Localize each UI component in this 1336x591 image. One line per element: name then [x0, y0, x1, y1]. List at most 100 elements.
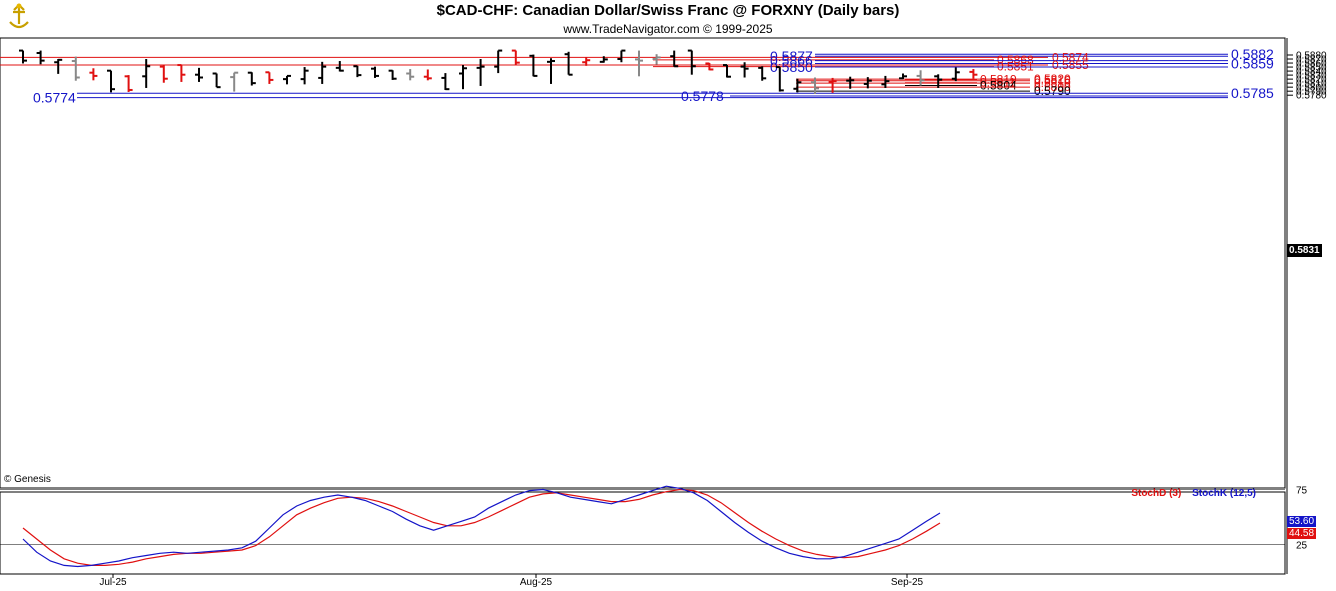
ohlc-bar — [775, 66, 784, 92]
ohlc-bar — [863, 77, 872, 89]
ohlc-bar — [617, 49, 626, 63]
price-tick-label: 0.5860 — [1296, 59, 1327, 70]
date-tick-label: Aug-25 — [520, 577, 553, 588]
stochastic-tick-label: 75 — [1296, 486, 1308, 497]
stochD-legend: StochD (3) — [1131, 488, 1182, 499]
stochastic-pane: 75 25 — [0, 486, 1308, 575]
level-label-0.5800: 0.5800 — [1034, 80, 1071, 94]
ohlc-bar — [212, 72, 221, 89]
ohlc-bar — [195, 67, 203, 82]
ohlc-bar — [494, 49, 503, 74]
ohlc-bar — [371, 66, 379, 78]
level-label-0.5790: 0.5790 — [1034, 84, 1071, 98]
indicator-legend: StochD (3) StochK (12,5) — [1123, 488, 1256, 499]
ohlc-bar — [36, 50, 45, 65]
ohlc-bar — [670, 50, 679, 68]
ohlc-bar — [547, 58, 555, 84]
level-label-0.5785: 0.5785 — [1231, 85, 1274, 101]
ohlc-bar — [265, 71, 274, 84]
ohlc-bar — [687, 49, 696, 75]
ohlc-bar — [899, 73, 907, 80]
stochK-line — [22, 485, 941, 568]
ohlc-bar — [441, 73, 450, 91]
ohlc-bar — [89, 68, 98, 81]
ohlc-bar — [951, 67, 960, 82]
ohlc-bar — [388, 69, 397, 80]
price-tick-label: 0.5880 — [1296, 51, 1327, 62]
price-axis: 0.58800.58700.58600.58500.58400.58300.58… — [1286, 38, 1327, 574]
ohlc-bar — [828, 77, 837, 93]
date-axis: Jul-25 Aug-25 Sep-25 — [99, 574, 924, 588]
ohlc-bar — [529, 54, 538, 77]
level-label-0.5859: 0.5859 — [1231, 55, 1274, 71]
copyright-label: © Genesis — [4, 474, 51, 485]
stochD-line — [22, 488, 941, 566]
ohlc-bar — [511, 49, 520, 66]
ohlc-bar — [476, 59, 485, 86]
level-label-0.5820: 0.5820 — [1034, 72, 1071, 86]
ohlc-bar — [846, 76, 855, 89]
ohlc-bar — [635, 50, 643, 77]
ohlc-bar — [459, 65, 467, 90]
date-tick-label: Jul-25 — [99, 577, 127, 588]
level-label-0.5855: 0.5855 — [1052, 58, 1089, 72]
ohlc-bar — [124, 75, 133, 92]
ohlc-bar — [300, 67, 309, 85]
price-tick-label: 0.5830 — [1296, 71, 1327, 82]
ohlc-bar — [318, 61, 327, 84]
date-tick-label: Sep-25 — [891, 577, 924, 588]
ohlc-bar — [881, 75, 890, 88]
ohlc-bar — [934, 74, 943, 88]
ohlc-bar — [564, 51, 573, 76]
ohlc-bar — [811, 77, 819, 94]
ohlc-bar — [230, 71, 239, 92]
ohlc-bar — [723, 64, 731, 78]
level-label-0.5778: 0.5778 — [681, 88, 724, 104]
stochastic-tick-label: 25 — [1296, 541, 1308, 552]
ohlc-bar — [335, 61, 344, 72]
ohlc-bar — [652, 54, 661, 65]
last-price-badge: 0.5831 — [1287, 244, 1322, 257]
ohlc-bar — [54, 58, 63, 74]
price-tick-label: 0.5870 — [1296, 55, 1327, 66]
ohlc-bar — [19, 49, 27, 64]
ohlc-bar — [247, 71, 256, 86]
ohlc-bar — [758, 66, 767, 81]
stochD-value-badge: 44.58 — [1287, 528, 1317, 539]
ohlc-bars — [19, 49, 978, 94]
level-label-0.5810: 0.5810 — [1034, 76, 1071, 90]
ohlc-bar — [71, 56, 80, 81]
ohlc-bar — [740, 62, 749, 78]
ohlc-bar — [599, 56, 608, 63]
stochastic-frame — [0, 491, 1286, 575]
level-label-0.5816: 0.5816 — [1034, 74, 1071, 88]
ohlc-bar — [159, 64, 168, 83]
ohlc-bar — [107, 69, 115, 93]
stochK-value-badge: 53.60 — [1287, 516, 1317, 527]
stochK-legend: StochK (12,5) — [1192, 488, 1256, 499]
price-pane — [0, 37, 1286, 489]
ohlc-bar — [705, 62, 714, 71]
ohlc-bar — [142, 59, 151, 88]
ohlc-bar — [793, 78, 802, 93]
level-label-0.5882: 0.5882 — [1231, 46, 1274, 62]
level-label-0.5804: 0.5804 — [980, 79, 1017, 93]
price-tick-label: 0.5820 — [1296, 75, 1327, 86]
chart-subtitle: www.TradeNavigator.com © 1999-2025 — [563, 22, 773, 36]
price-tick-label: 0.5850 — [1296, 63, 1327, 74]
price-tick-label: 0.5810 — [1296, 79, 1327, 90]
ohlc-bar — [353, 65, 362, 78]
ohlc-bar — [582, 57, 591, 66]
ohlc-bar — [969, 69, 978, 79]
level-label-0.5774: 0.5774 — [33, 90, 76, 106]
ohlc-bar — [283, 74, 291, 85]
price-tick-label: 0.5790 — [1296, 87, 1327, 98]
price-tick-label: 0.5780 — [1296, 91, 1327, 102]
ohlc-bar — [177, 64, 186, 82]
chart-title: $CAD-CHF: Canadian Dollar/Swiss Franc @ … — [436, 2, 900, 19]
ohlc-bar — [916, 70, 925, 86]
trade-navigator-logo-icon — [9, 3, 29, 29]
ohlc-bar — [423, 69, 432, 81]
